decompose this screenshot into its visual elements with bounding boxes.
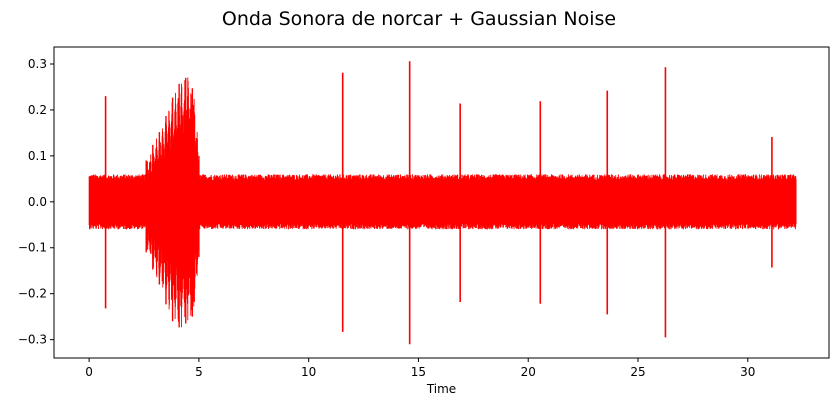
chart-title: Onda Sonora de norcar + Gaussian Noise <box>221 8 617 30</box>
y-tick-label: 0.3 <box>28 57 47 71</box>
y-tick-label: 0.1 <box>28 149 47 163</box>
y-tick-label: −0.2 <box>18 287 47 301</box>
x-axis-label: Time <box>426 382 456 396</box>
x-tick-label: 25 <box>630 365 645 379</box>
y-axis: −0.3 −0.2 −0.1 0.0 0.1 0.2 0.3 <box>18 57 54 347</box>
waveform-series <box>88 61 797 345</box>
y-tick-label: 0.0 <box>28 195 47 209</box>
x-tick-label: 10 <box>301 365 316 379</box>
plot-frame <box>53 46 830 359</box>
x-tick-label: 5 <box>195 365 203 379</box>
y-tick-label: −0.1 <box>18 241 47 255</box>
y-tick-label: −0.3 <box>18 333 47 347</box>
x-tick-label: 30 <box>740 365 755 379</box>
y-tick-label: 0.2 <box>28 103 47 117</box>
x-tick-label: 0 <box>85 365 93 379</box>
x-axis: 0 5 10 15 20 25 30 <box>85 358 755 379</box>
x-tick-label: 15 <box>411 365 426 379</box>
waveform-core <box>89 185 797 218</box>
x-tick-label: 20 <box>521 365 536 379</box>
